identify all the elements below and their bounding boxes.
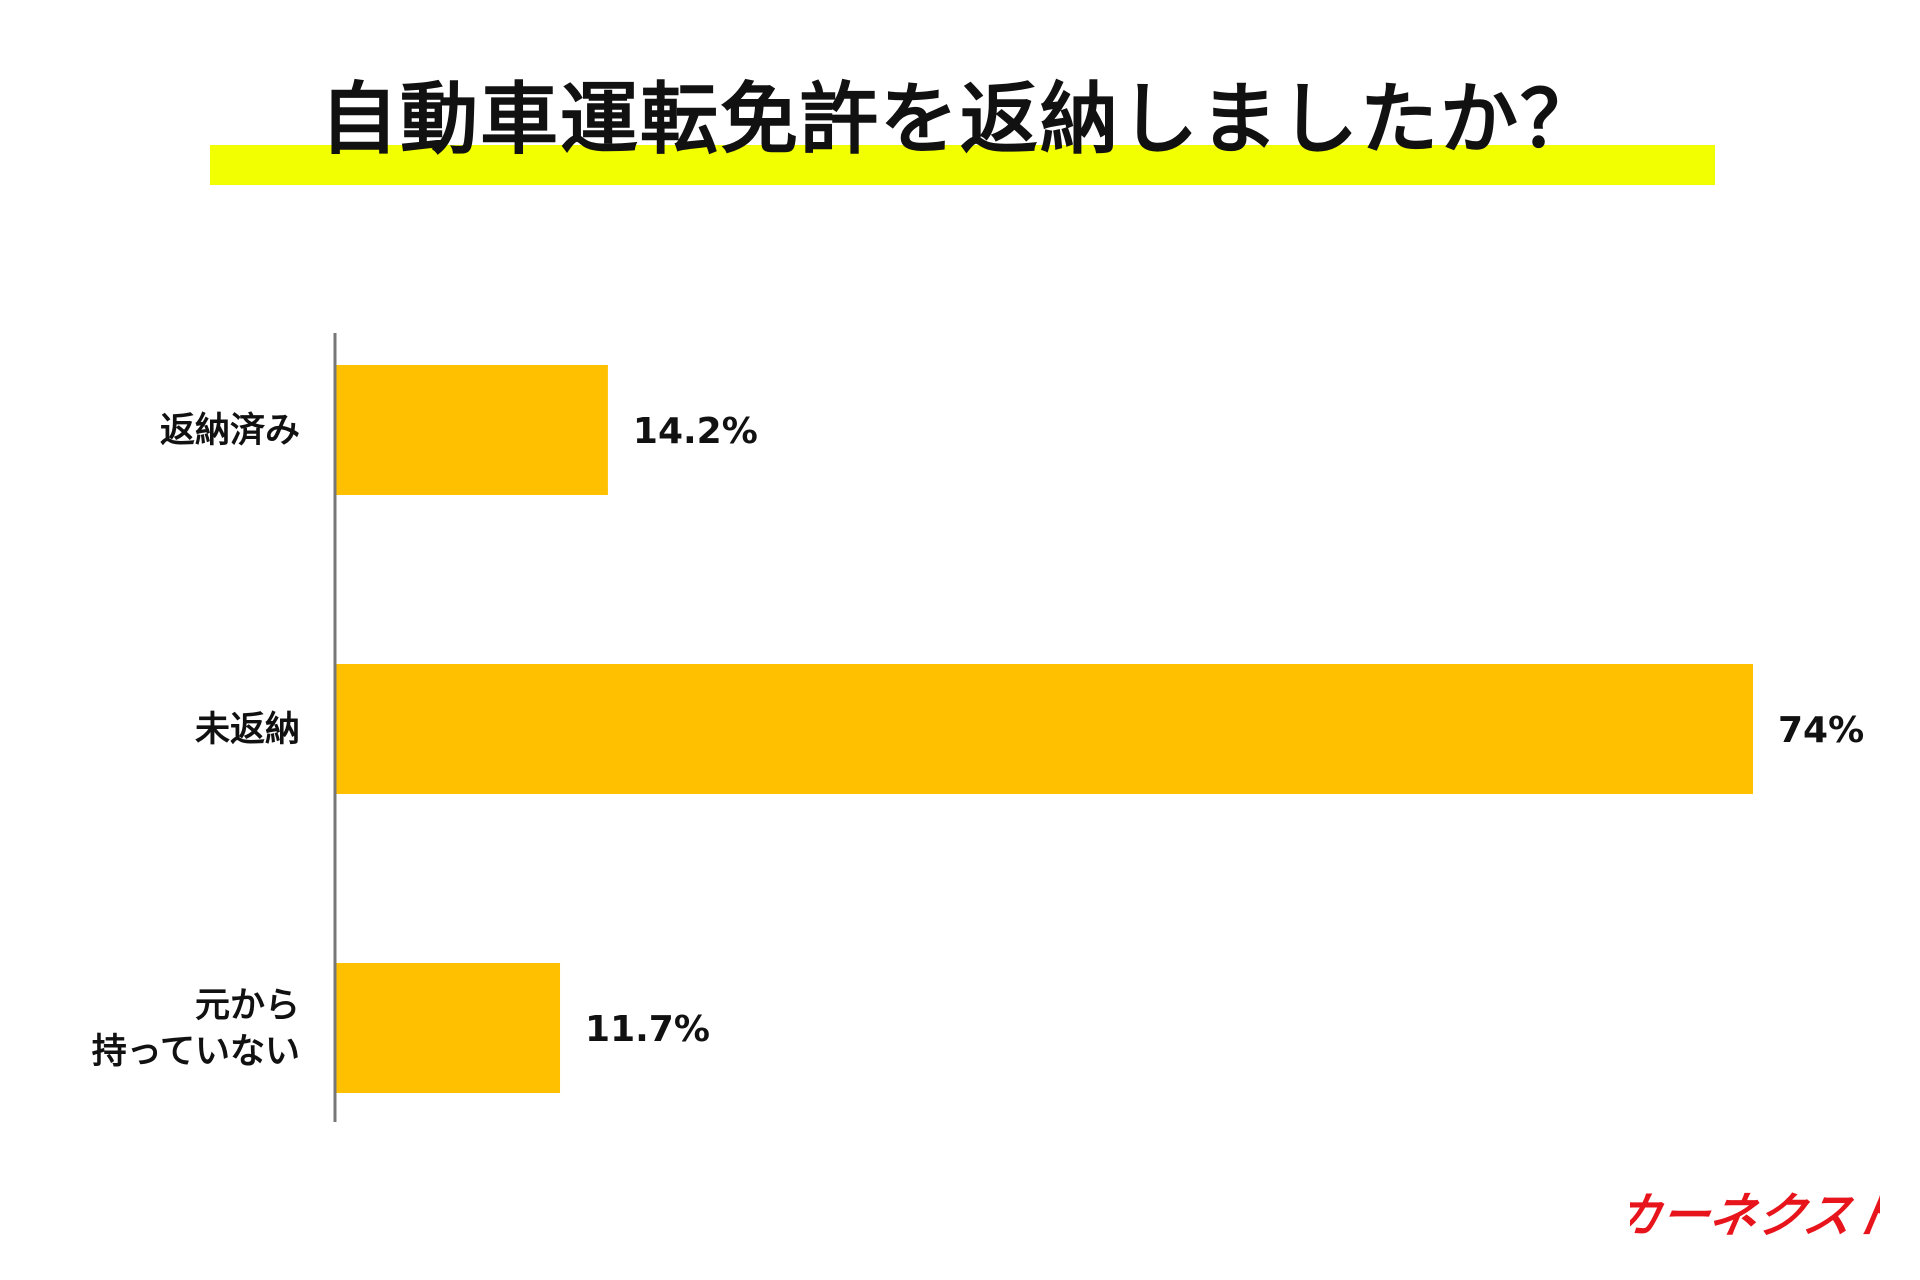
category-label-2: 元から持っていない	[92, 986, 300, 1072]
category-label-0-line-0: 返納済み	[160, 411, 300, 451]
value-label-2: 11.7%	[585, 1009, 710, 1050]
chart-title: 自動車運転免許を返納しましたか？	[319, 75, 1600, 165]
bar-2	[336, 963, 561, 1093]
category-label-2-line-1: 持っていない	[92, 1032, 300, 1072]
svg-text:カーネクスト: カーネクスト	[1630, 1188, 1880, 1244]
bar-1	[336, 664, 1753, 794]
category-label-1: 未返納	[195, 710, 300, 750]
bar-0	[336, 365, 608, 495]
category-label-1-line-0: 未返納	[195, 710, 300, 750]
chart-title-area: 自動車運転免許を返納しましたか？	[0, 0, 1920, 200]
title-highlight-bar	[210, 145, 1715, 185]
value-label-1: 74%	[1778, 710, 1864, 751]
bars-layer	[336, 365, 1753, 1093]
category-label-0: 返納済み	[160, 411, 300, 451]
labels-layer: 14.2% 返納済み 74% 未返納 11.7% 元から持っていない	[92, 411, 1864, 1072]
value-label-0: 14.2%	[633, 411, 758, 452]
category-label-2-line-0: 元から	[195, 986, 300, 1026]
brand-logo: カーネクスト	[1630, 1187, 1880, 1246]
